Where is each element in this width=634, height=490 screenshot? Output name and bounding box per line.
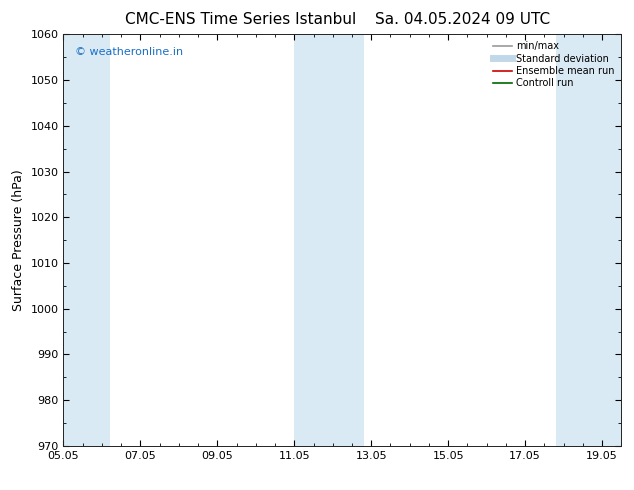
Y-axis label: Surface Pressure (hPa): Surface Pressure (hPa) xyxy=(12,169,25,311)
Legend: min/max, Standard deviation, Ensemble mean run, Controll run: min/max, Standard deviation, Ensemble me… xyxy=(489,37,618,92)
Text: CMC-ENS Time Series Istanbul: CMC-ENS Time Series Istanbul xyxy=(126,12,356,27)
Bar xyxy=(556,34,621,446)
Text: Sa. 04.05.2024 09 UTC: Sa. 04.05.2024 09 UTC xyxy=(375,12,550,27)
Text: © weatheronline.in: © weatheronline.in xyxy=(75,47,183,57)
Bar xyxy=(44,34,110,446)
Bar xyxy=(294,34,363,446)
